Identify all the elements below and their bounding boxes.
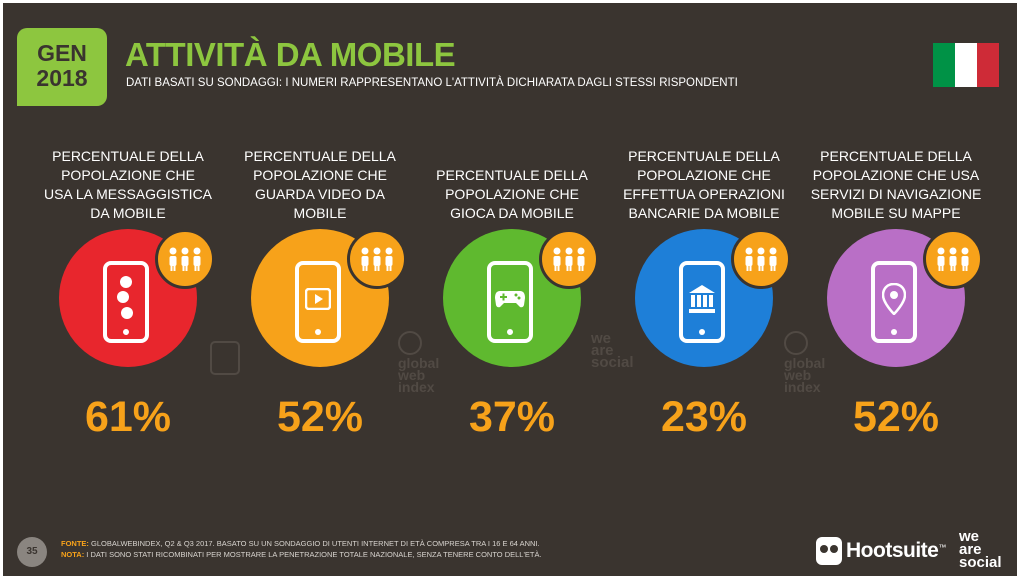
stat-label: PERCENTUALE DELLA POPOLAZIONE CHE USA SERV… (801, 143, 991, 223)
stat-label-line: BANCARIE DA MOBILE (628, 205, 780, 221)
stat-circle (635, 229, 791, 367)
badge-year: 2018 (36, 65, 88, 91)
gwi-wm-line: web (784, 367, 812, 383)
flag-stripe-white (955, 43, 977, 87)
hootsuite-watermark-icon (210, 341, 240, 375)
hootsuite-tm: ™ (938, 543, 947, 552)
stat-label-line: PERCENTUALE DELLA (436, 167, 588, 183)
footer-notes: FONTE: GLOBALWEBINDEX, Q2 & Q3 2017. BAS… (61, 538, 542, 560)
date-badge: GEN 2018 (17, 28, 107, 106)
stat-value: 61% (84, 393, 172, 441)
stat-label: PERCENTUALE DELLA POPOLAZIONE CHE USA LA M… (33, 143, 223, 223)
was-watermark: we are social (591, 330, 634, 371)
stat-circle (443, 229, 599, 367)
stat-label-line: GIOCA DA MOBILE (450, 205, 574, 221)
gwi-wm-line: global (398, 355, 440, 371)
people-icon (731, 229, 791, 289)
stat-label-line: MOBILE (293, 205, 347, 221)
gamepad-icon (494, 289, 526, 309)
stat-label-line: DA MOBILE (90, 205, 166, 221)
stat-label-line: EFFETTUA OPERAZIONI (623, 186, 785, 202)
chat-bubbles-icon (116, 276, 136, 322)
stat-circle (827, 229, 983, 367)
stat-label-line: GUARDA VIDEO DA (255, 186, 385, 202)
people-icon (539, 229, 599, 289)
stat-label-line: PERCENTUALE DELLA (820, 148, 972, 164)
smartphone-icon (103, 261, 149, 343)
page-number: 35 (17, 537, 47, 567)
italy-flag-icon (933, 43, 999, 87)
source-label: FONTE: (61, 539, 89, 548)
stat-value: 23% (660, 393, 748, 441)
was-wm-line: social (591, 354, 634, 371)
hootsuite-name: Hootsuite (846, 539, 939, 562)
stat-label-line: POPOLAZIONE CHE USA (812, 167, 980, 183)
people-icon (347, 229, 407, 289)
was-line: we (959, 528, 980, 545)
gwi-wm-line: web (398, 367, 426, 383)
people-icon (923, 229, 983, 289)
stat-label-line: POPOLAZIONE CHE (253, 167, 387, 183)
stat-label-line: USA LA MESSAGGISTICA (43, 186, 213, 202)
stat-value: 52% (852, 393, 940, 441)
note-label: NOTA: (61, 550, 85, 559)
smartphone-icon (487, 261, 533, 343)
source-text: GLOBALWEBINDEX, Q2 & Q3 2017. BASATO SU … (91, 539, 540, 548)
smartphone-icon (679, 261, 725, 343)
was-wm-line: we (591, 330, 612, 347)
map-pin-icon (882, 283, 906, 315)
stat-circle (251, 229, 407, 367)
gwi-wm-line: global (784, 355, 826, 371)
was-line: social (959, 554, 1002, 571)
stat-label: PERCENTUALE DELLA POPOLAZIONE CHE GUARDA V… (225, 143, 415, 223)
smartphone-icon (295, 261, 341, 343)
note-line: NOTA: I DATI SONO STATI RICOMBINATI PER … (61, 549, 542, 560)
gwi-wm-line: index (784, 379, 821, 395)
page-title: ATTIVITÀ DA MOBILE (125, 36, 456, 73)
flag-stripe-red (977, 43, 999, 87)
stat-label-line: POPOLAZIONE CHE (61, 167, 195, 183)
gwi-wm-line: index (398, 379, 435, 395)
was-wm-line: are (591, 342, 614, 359)
source-line: FONTE: GLOBALWEBINDEX, Q2 & Q3 2017. BAS… (61, 538, 542, 549)
we-are-social-logo: we are social (959, 528, 1002, 571)
video-play-icon (305, 288, 331, 310)
stat-label-line: MOBILE SU MAPPE (831, 205, 961, 221)
page-subtitle: DATI BASATI SU SONDAGGI: I NUMERI RAPPRE… (126, 77, 738, 89)
slide: GEN 2018 ATTIVITÀ DA MOBILE DATI BASATI … (3, 3, 1017, 576)
note-text: I DATI SONO STATI RICOMBINATI PER MOSTRA… (86, 550, 542, 559)
bank-icon (688, 284, 716, 314)
flag-stripe-green (933, 43, 955, 87)
stat-circle (59, 229, 215, 367)
gwi-logo-icon (784, 331, 808, 355)
stat-value: 52% (276, 393, 364, 441)
stat-label-line: PERCENTUALE DELLA (244, 148, 396, 164)
stat-label-line: PERCENTUALE DELLA (628, 148, 780, 164)
stat-label-line: POPOLAZIONE CHE (637, 167, 771, 183)
smartphone-icon (871, 261, 917, 343)
gwi-logo-icon (398, 331, 422, 355)
stat-label-line: PERCENTUALE DELLA (52, 148, 204, 164)
people-icon (155, 229, 215, 289)
gwi-watermark-right: global web index (784, 331, 826, 395)
badge-month: GEN (37, 40, 87, 66)
gwi-watermark-left: global web index (398, 331, 440, 395)
owl-icon (816, 537, 842, 565)
stat-label-line: POPOLAZIONE CHE (445, 186, 579, 202)
was-line: are (959, 541, 982, 558)
stat-value: 37% (468, 393, 556, 441)
hootsuite-logo: Hootsuite ™ (816, 535, 946, 567)
stat-label: PERCENTUALE DELLA POPOLAZIONE CHE EFFETTUA… (609, 143, 799, 223)
stat-label-line: SERVIZI DI NAVIGAZIONE (810, 186, 982, 202)
stat-label: PERCENTUALE DELLA POPOLAZIONE CHE GIOCA DA… (417, 143, 607, 223)
